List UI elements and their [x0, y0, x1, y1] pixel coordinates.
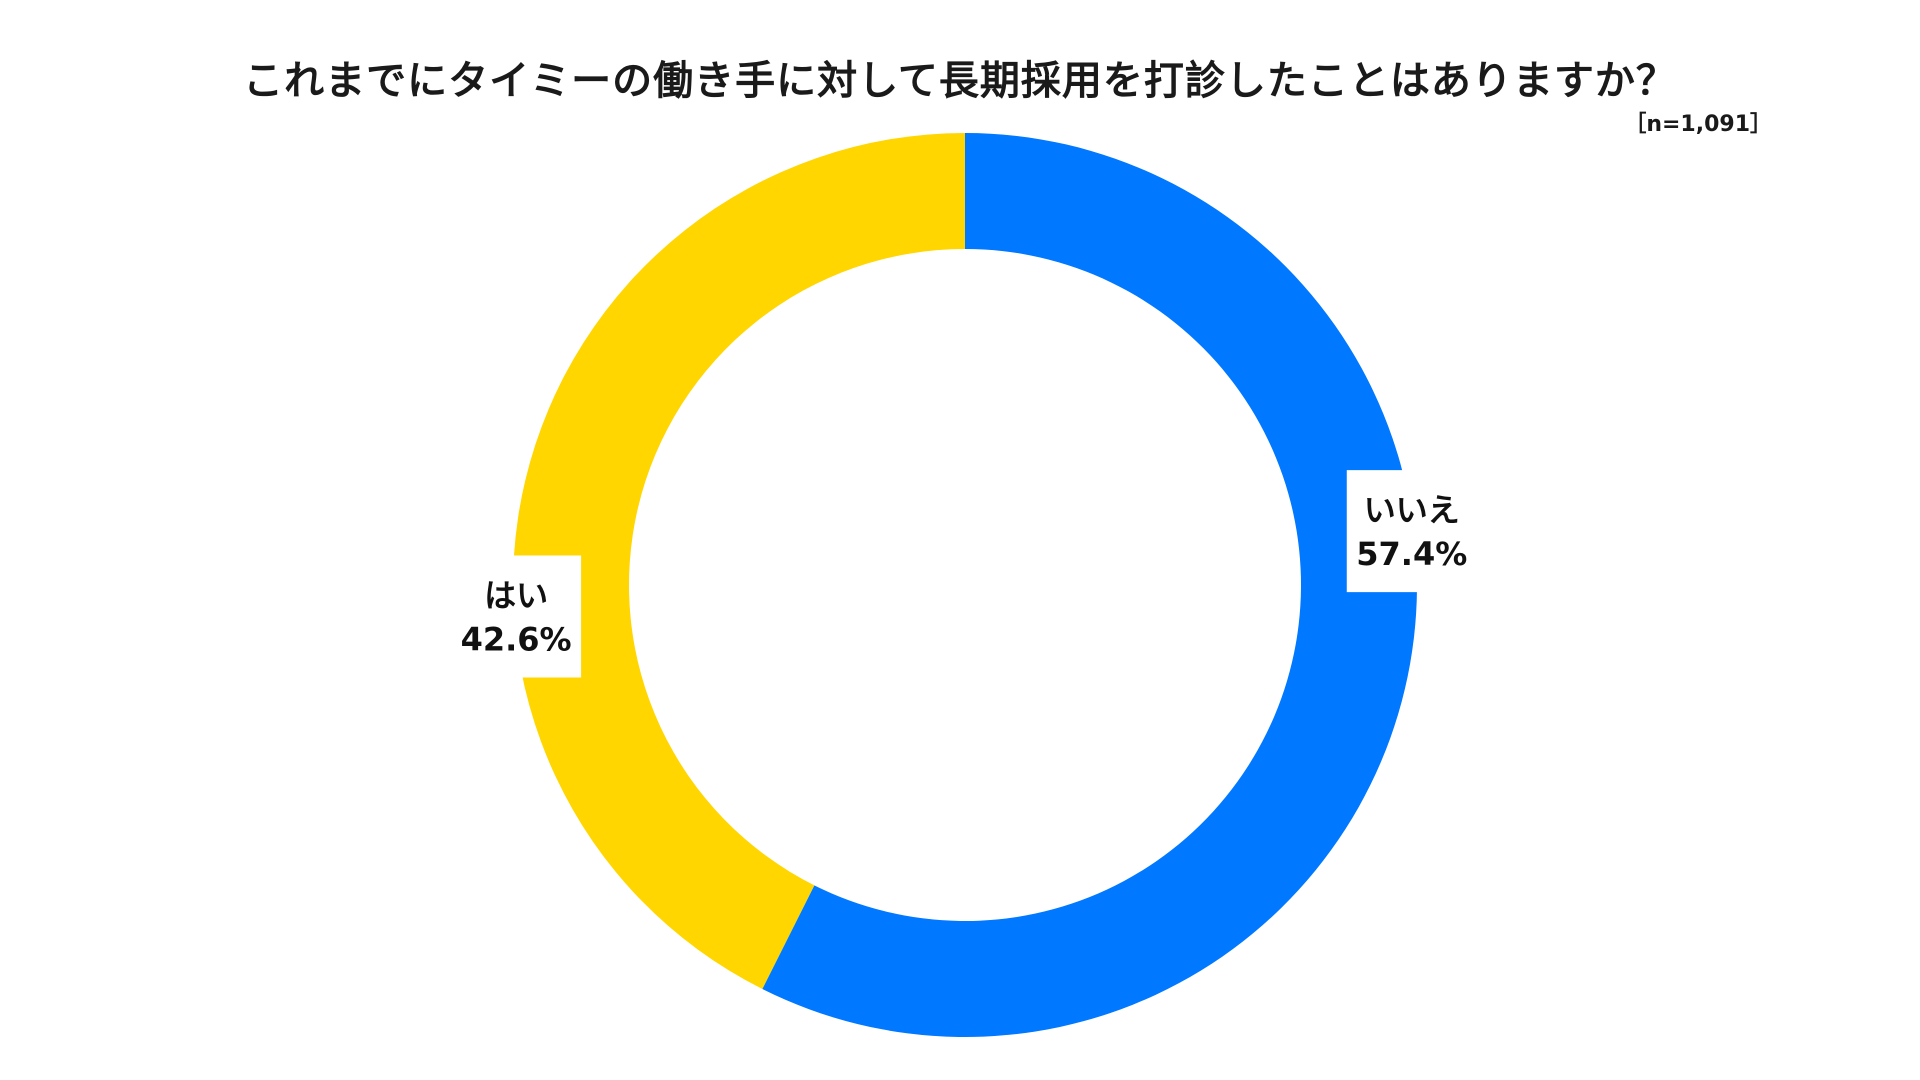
slice-category-label: はい	[484, 576, 548, 614]
donut-labels: いいえ 57.4% はい 42.6%	[451, 470, 1477, 678]
donut-slice-1	[762, 133, 1418, 1037]
chart-title: これまでにタイミーの働き手に対して長期採用を打診したことはありますか？	[243, 58, 1677, 104]
slice-value-label: 57.4%	[1356, 535, 1467, 573]
donut-slice-2	[513, 133, 965, 990]
label-background-1	[1346, 470, 1477, 593]
donut-slices	[513, 133, 1418, 1037]
slice-value-label: 42.6%	[461, 620, 572, 658]
slice-category-label: いいえ	[1364, 491, 1460, 529]
sample-size-label: ［n=1,091］	[1624, 112, 1772, 137]
label-background-2	[451, 555, 582, 678]
